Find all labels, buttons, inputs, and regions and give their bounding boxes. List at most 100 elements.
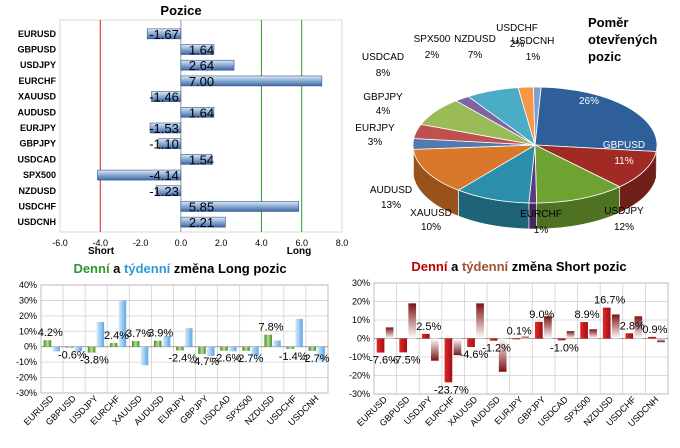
bar-data-label: 8.9% bbox=[574, 309, 599, 321]
position-value-label: -1.67 bbox=[149, 27, 179, 42]
open-positions-pie-chart: EURUSD 26% GBPUSD 11% USDJPY 12% EURCHF 1% XAUUS… bbox=[355, 15, 657, 236]
bar-daily bbox=[444, 338, 453, 383]
bar-daily bbox=[489, 338, 498, 341]
position-value-label: 5.85 bbox=[189, 199, 214, 214]
position-bar bbox=[180, 59, 235, 71]
x-tick-label: -2.0 bbox=[133, 238, 149, 248]
pie-slice-name: GBPJPY bbox=[363, 92, 403, 103]
y-tick-label: -30% bbox=[349, 389, 370, 399]
category-label: SPX500 bbox=[23, 170, 56, 180]
category-label: NZDUSD bbox=[19, 186, 57, 196]
bar-data-label: 7.8% bbox=[259, 322, 284, 334]
bar-weekly bbox=[118, 300, 127, 347]
x-tick-label: -4.0 bbox=[93, 238, 109, 248]
bar-data-label: -1.4% bbox=[279, 351, 308, 363]
y-tick-label: -10% bbox=[16, 357, 37, 367]
pie-slice-name: USDJPY bbox=[604, 206, 644, 217]
bar-data-label: 4.2% bbox=[38, 327, 63, 339]
pie-slice-percent: 2% bbox=[510, 39, 525, 50]
pie-slice-percent: 1% bbox=[526, 52, 541, 63]
bar-weekly bbox=[657, 338, 665, 343]
pie-title-line: pozic bbox=[588, 49, 621, 64]
y-tick-label: 20% bbox=[19, 311, 37, 321]
bar-weekly bbox=[498, 338, 507, 372]
bar-data-label: -1.2% bbox=[482, 343, 511, 355]
pie-slice-name: SPX500 bbox=[414, 34, 451, 45]
bar-daily bbox=[286, 346, 295, 349]
bar-weekly bbox=[566, 331, 575, 339]
bar-data-label: -1.0% bbox=[550, 342, 579, 354]
bar-daily bbox=[43, 340, 52, 347]
y-tick-label: -20% bbox=[16, 373, 37, 383]
bar-weekly bbox=[589, 329, 597, 339]
pie-slice bbox=[534, 144, 621, 204]
pie-slice-percent: 11% bbox=[614, 156, 633, 167]
bar-weekly bbox=[207, 346, 215, 356]
position-bar bbox=[151, 91, 182, 102]
y-tick-label: -30% bbox=[16, 388, 37, 398]
bar-weekly bbox=[96, 322, 105, 347]
bar-daily bbox=[264, 334, 272, 347]
chart-title-part: týdenní bbox=[124, 261, 171, 276]
bar-daily bbox=[109, 343, 118, 347]
x-tick-label: 0.0 bbox=[175, 238, 188, 248]
y-tick-label: 10% bbox=[19, 326, 37, 336]
pie-slice-name: USDCAD bbox=[362, 52, 404, 63]
position-bar bbox=[149, 122, 182, 134]
long-label: Long bbox=[287, 246, 311, 257]
bar-weekly bbox=[140, 346, 149, 366]
pie-slice-percent: 12% bbox=[614, 222, 634, 233]
bar-daily bbox=[131, 341, 140, 347]
bar-data-label: -0.6% bbox=[58, 350, 87, 362]
pie-slice-name: EURUSD bbox=[568, 80, 610, 91]
position-value-label: 2.21 bbox=[189, 215, 214, 230]
plot-area bbox=[40, 284, 329, 394]
pie-slice-name: USDCHF bbox=[496, 23, 538, 34]
pie-slice bbox=[457, 144, 536, 204]
bar-weekly bbox=[295, 318, 303, 347]
bar-daily bbox=[308, 346, 317, 351]
y-tick-label: 0% bbox=[357, 334, 370, 344]
bar-data-label: -7.6% bbox=[369, 355, 398, 367]
pie-slice-percent: 7% bbox=[468, 50, 483, 61]
bar-weekly bbox=[74, 346, 83, 352]
bar-data-label: -2.7% bbox=[235, 353, 264, 365]
bar-weekly bbox=[476, 303, 484, 339]
x-tick-label: 4.0 bbox=[255, 238, 268, 248]
bar-data-label: 2.5% bbox=[416, 321, 441, 333]
bar-weekly bbox=[162, 335, 171, 347]
positions-bar-chart: Pozice EURUSD -1.67 GBPUSD 1.64 USDJPY 2.64 EUR… bbox=[17, 3, 348, 257]
pie-slice-name: EURJPY bbox=[355, 123, 395, 134]
position-bar bbox=[97, 169, 182, 181]
chart-title-part: změna Long pozic bbox=[170, 261, 286, 276]
chart-title-part: Denní bbox=[411, 259, 448, 274]
pie-slice-percent: 4% bbox=[376, 106, 391, 117]
bar-daily bbox=[557, 338, 566, 341]
position-bar bbox=[158, 138, 182, 149]
pie-slice bbox=[534, 144, 657, 188]
y-tick-label: 30% bbox=[352, 278, 370, 288]
bar-daily bbox=[535, 321, 543, 339]
pie-slice-percent: 1% bbox=[534, 225, 549, 236]
pie-slice-percent: 10% bbox=[421, 222, 441, 233]
bar-daily bbox=[242, 346, 250, 351]
bar-data-label: -3.8% bbox=[80, 355, 109, 367]
pie-slice-percent: 3% bbox=[368, 137, 383, 148]
bar-weekly bbox=[184, 328, 193, 347]
bar-data-label: -23.7% bbox=[434, 384, 469, 396]
pie-slice-name: NZDUSD bbox=[454, 34, 496, 45]
position-bar bbox=[180, 201, 299, 212]
bar-weekly bbox=[385, 327, 394, 339]
bar-daily bbox=[176, 346, 184, 351]
pie-slice-percent: 8% bbox=[376, 68, 391, 79]
bar-weekly bbox=[544, 316, 552, 339]
bar-weekly bbox=[317, 346, 325, 361]
bar-data-label: 0.1% bbox=[507, 325, 532, 337]
pie-slice-percent: 13% bbox=[381, 200, 401, 211]
bar-weekly bbox=[521, 336, 530, 339]
bar-data-label: -2.6% bbox=[213, 353, 242, 365]
category-label: EURJPY bbox=[20, 123, 56, 133]
position-bar bbox=[146, 28, 182, 40]
bar-daily bbox=[154, 340, 162, 347]
bar-daily bbox=[648, 336, 656, 339]
